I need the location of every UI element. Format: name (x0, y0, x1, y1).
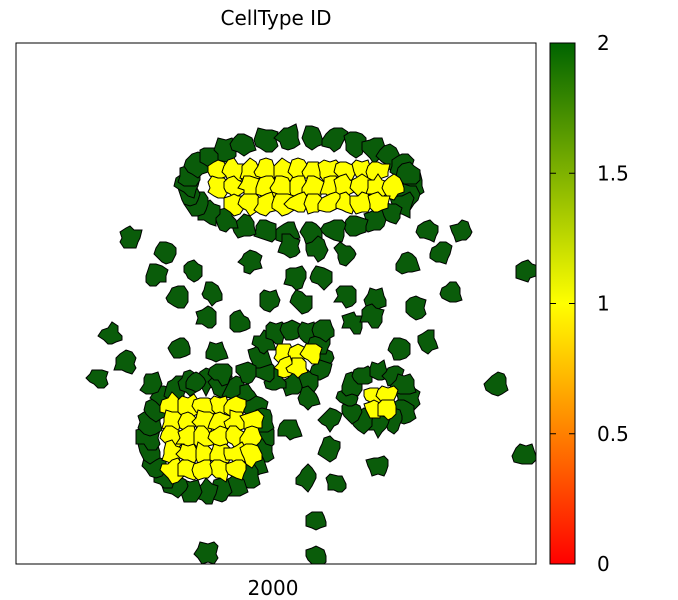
cell-type-1 (349, 191, 373, 215)
cell-type-2 (305, 235, 329, 263)
cell-type-2 (183, 259, 203, 283)
cell-type-2 (297, 385, 321, 411)
cell-type-2 (405, 295, 427, 321)
cell-type-1 (365, 161, 391, 183)
cell-layer (85, 123, 536, 564)
cell-type-2 (119, 225, 143, 249)
chart-title: CellType ID (221, 6, 332, 30)
cell-type-2 (325, 473, 347, 493)
cell-type-2 (97, 321, 123, 345)
cell-type-2 (415, 219, 439, 243)
cell-type-2 (321, 127, 349, 153)
cell-type-1 (285, 357, 309, 379)
cell-type-2 (449, 219, 473, 243)
cell-type-2 (165, 285, 189, 309)
cell-type-2 (333, 241, 357, 267)
cell-type-2 (305, 545, 327, 564)
cell-type-2 (483, 371, 509, 397)
cell-type-2 (279, 319, 303, 341)
cell-type-2 (295, 463, 317, 493)
cell-type-2 (207, 363, 233, 387)
cell-type-2 (205, 341, 229, 363)
cell-type-2 (289, 289, 313, 315)
cell-type-2 (317, 435, 341, 463)
cell-type-1 (225, 459, 247, 481)
x-axis-label: 2000 (248, 576, 299, 600)
cell-type-2 (277, 419, 303, 441)
cell-type-2 (277, 233, 301, 259)
cell-type-2 (387, 337, 411, 361)
cell-type-2 (167, 337, 191, 359)
cell-type-2 (139, 371, 163, 395)
cell-type-2 (341, 311, 365, 335)
cell-type-1 (381, 173, 405, 201)
cell-type-2 (365, 455, 389, 477)
cell-type-2 (113, 349, 137, 375)
cell-type-2 (235, 361, 257, 385)
cell-type-2 (253, 127, 279, 153)
cell-type-2 (185, 371, 207, 393)
cell-type-1 (299, 343, 323, 365)
cell-type-2 (343, 215, 369, 237)
cell-type-2 (229, 309, 251, 333)
cell-type-2 (253, 219, 277, 243)
cell-type-2 (305, 511, 327, 531)
cell-type-2 (309, 265, 333, 291)
cell-type-2 (395, 251, 421, 275)
cell-type-2 (301, 125, 325, 151)
cell-type-2 (153, 241, 177, 265)
cell-type-2 (317, 407, 343, 433)
cell-type-1 (191, 459, 215, 481)
cell-type-2 (237, 249, 263, 275)
cell-type-2 (229, 133, 257, 157)
cell-type-2 (195, 305, 217, 329)
cell-type-2 (429, 241, 453, 265)
cell-type-2 (145, 263, 169, 287)
cell-type-2 (359, 303, 385, 329)
cell-type-2 (259, 289, 281, 313)
cell-type-2 (273, 123, 301, 151)
cell-type-1 (333, 173, 357, 199)
cell-type-1 (377, 399, 397, 421)
cell-type-2 (311, 319, 335, 343)
cell-type-2 (511, 443, 536, 465)
cell-type-2 (193, 541, 219, 564)
colorbar-tick-label: 1.5 (597, 161, 629, 185)
colorbar-tick-label: 0.5 (597, 422, 629, 446)
cell-type-1 (283, 191, 309, 213)
cell-type-2 (439, 281, 463, 303)
plot-frame (15, 42, 537, 565)
cell-type-1 (253, 191, 279, 217)
cell-type-2 (351, 365, 373, 385)
colorbar-tick-label: 2 (597, 31, 610, 55)
cell-type-2 (417, 329, 439, 355)
colorbar-tick-label: 0 (597, 552, 610, 576)
cell-type-1 (239, 443, 263, 469)
cell-type-2 (333, 285, 357, 309)
colorbar-ticks: 0 0.5 1 1.5 2 (550, 31, 629, 576)
cell-type-2 (343, 131, 367, 159)
cell-type-2 (201, 281, 223, 307)
cell-type-2 (283, 265, 307, 291)
colorbar-tick-label: 1 (597, 292, 610, 316)
cell-type-2 (85, 369, 109, 389)
cell-type-1 (367, 191, 391, 213)
cell-type-2 (515, 259, 536, 283)
